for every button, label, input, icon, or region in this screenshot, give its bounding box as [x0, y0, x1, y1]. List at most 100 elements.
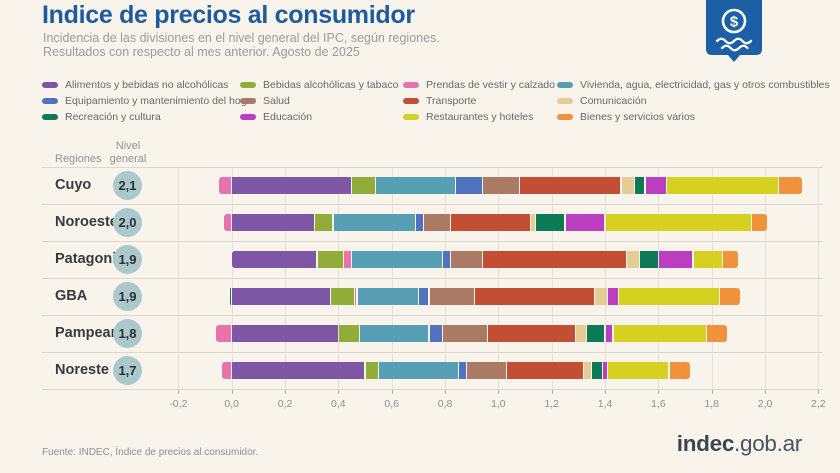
tick-mark [818, 389, 820, 394]
bar-segment [576, 325, 586, 342]
tick-mark [391, 389, 393, 394]
nivel-header-line1: Nivel [115, 140, 141, 152]
legend-column-3: Prendas de vestir y calzado Transporte Res… [403, 79, 555, 123]
column-header-nivel-general: Nivel general [100, 140, 156, 166]
bar-segment [360, 325, 429, 342]
bar-segment [378, 362, 458, 379]
bar-segment [565, 214, 605, 231]
bar-segment [613, 325, 706, 342]
region-label: Noreste [55, 362, 109, 378]
bar-segment [424, 214, 450, 231]
tick-label: 0,8 [437, 398, 453, 410]
legend-label: Comunicación [580, 95, 647, 107]
bar-segment [608, 288, 618, 305]
bar-segment [594, 288, 608, 305]
legend-label: Salud [263, 95, 290, 107]
bar-segment [482, 177, 520, 194]
bar-segment [232, 362, 365, 379]
tick-label: 1,0 [491, 398, 506, 410]
tick-mark [658, 389, 660, 394]
bar-segment [466, 362, 506, 379]
bar-segment [352, 251, 442, 268]
legend-label: Prendas de vestir y calzado [426, 79, 555, 91]
column-header-regiones: Regiones [55, 153, 102, 165]
subtitle-line-2: Resultados con respecto al mes anterior.… [43, 45, 360, 59]
legend-item: Bebidas alcohólicas y tabaco [240, 79, 398, 91]
bar-segment [658, 251, 693, 268]
nivel-general-badge: 1,7 [113, 356, 142, 385]
bar-segment [333, 214, 416, 231]
legend-swatch [557, 82, 573, 88]
bar-segment [442, 325, 488, 342]
bar-segment [232, 214, 314, 231]
tick-label: 2,2 [811, 398, 826, 410]
legend-label: Equipamiento y mantenimiento del hogar [65, 95, 256, 107]
tick-mark [285, 389, 287, 394]
legend-label: Recreación y cultura [65, 111, 161, 123]
bar-segment [621, 177, 634, 194]
bar-segment [720, 288, 741, 305]
bar-segment [458, 362, 466, 379]
tick-label: 0,0 [224, 398, 239, 410]
bar-segment [416, 214, 424, 231]
bar-segment [450, 251, 482, 268]
region-label: Pampeana [55, 325, 128, 341]
bar-segment [357, 288, 418, 305]
region-label: Patagonia [55, 251, 125, 267]
tick-mark [605, 389, 607, 394]
row-separator [42, 388, 823, 390]
legend-label: Educación [263, 111, 313, 123]
region-label: Noroeste [55, 214, 118, 230]
bar-segment [592, 362, 602, 379]
tick-mark [178, 389, 180, 394]
bar-segment [605, 214, 752, 231]
tick-label: 1,2 [544, 398, 560, 410]
bar-segment [216, 325, 232, 342]
bar-segment [317, 251, 344, 268]
bar-segment [520, 177, 621, 194]
legend-swatch [557, 114, 573, 120]
bar-segment [218, 177, 232, 194]
legend-item: Transporte [403, 95, 555, 107]
bar-segment [221, 362, 232, 379]
row-separator [42, 314, 823, 316]
bar-segment [706, 325, 728, 342]
legend-item: Bienes y servicios varios [557, 111, 830, 123]
legend-swatch [42, 98, 58, 104]
row-separator [42, 203, 823, 205]
nivel-header-line2: general [109, 153, 147, 165]
legend-label: Vivienda, agua, electricidad, gas y otro… [580, 79, 830, 91]
legend-item: Equipamiento y mantenimiento del hogar [42, 95, 256, 107]
tick-label: 1,4 [597, 398, 613, 410]
bar-segment [456, 177, 482, 194]
bar-segment [314, 214, 333, 231]
tick-mark [498, 389, 500, 394]
tick-label: -0,2 [169, 398, 188, 410]
bar-segment [344, 251, 352, 268]
legend-item: Vivienda, agua, electricidad, gas y otro… [557, 79, 830, 91]
legend-swatch [240, 114, 256, 120]
bar-segment [666, 177, 778, 194]
bar-segment [778, 177, 802, 194]
legend-label: Restaurantes y hoteles [426, 111, 534, 123]
bar-segment [626, 251, 640, 268]
legend-label: Bebidas alcohólicas y tabaco [263, 79, 399, 91]
tick-label: 0,2 [277, 398, 293, 410]
bar-segment [232, 177, 352, 194]
legend-swatch [403, 114, 419, 120]
tick-mark [338, 389, 340, 394]
bar-segment [722, 251, 738, 268]
legend-swatch [557, 98, 573, 104]
legend-item: Comunicación [557, 95, 830, 107]
bar-segment [429, 288, 474, 305]
bar-segment [442, 251, 450, 268]
bar-segment [338, 325, 360, 342]
bar-segment [608, 362, 669, 379]
region-label: Cuyo [55, 177, 92, 193]
bar-segment [634, 177, 645, 194]
bar-segment [584, 362, 592, 379]
peso-symbol: $ [730, 14, 739, 31]
legend-column-1: Alimentos y bebidas no alcohólicas Equipa… [42, 79, 256, 123]
bar-segment [645, 177, 666, 194]
